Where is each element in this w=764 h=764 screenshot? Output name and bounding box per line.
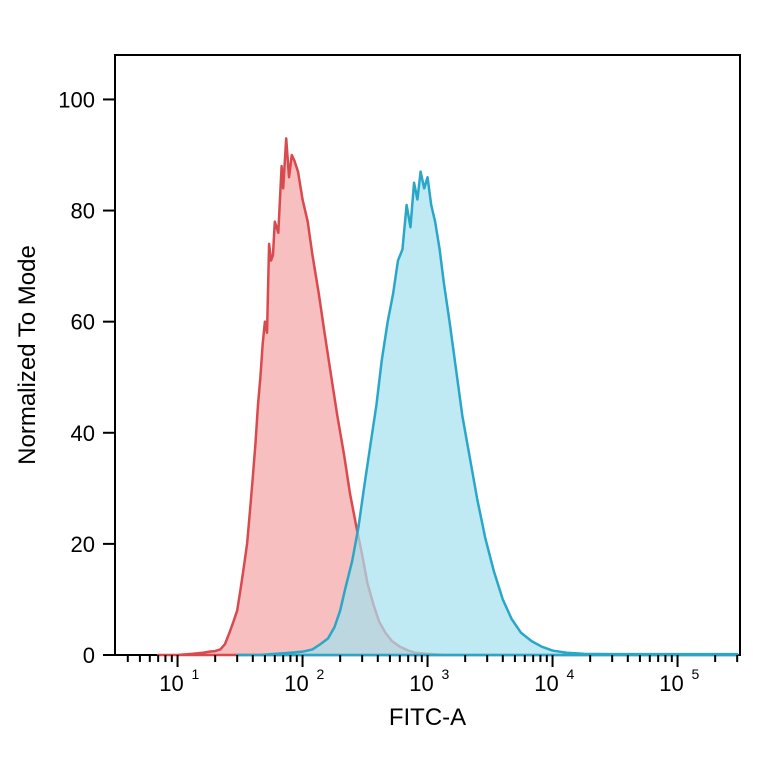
chart-svg: 10 1 10 2 10 3 10 4 10 5 0 20 40 60 80 100 FITC-A Norm…: [0, 0, 764, 764]
y-tick-label: 100: [58, 87, 95, 112]
y-axis-label: Normalized To Mode: [14, 245, 41, 465]
x-tick-exp: 5: [692, 666, 700, 682]
x-tick-label: 10: [284, 671, 308, 696]
x-tick-exp: 4: [567, 666, 575, 682]
series-group: [158, 138, 737, 655]
y-tick-label: 0: [83, 643, 95, 668]
x-axis-label: FITC-A: [389, 704, 466, 731]
y-tick-label: 80: [71, 199, 95, 224]
x-tick-label: 10: [159, 671, 183, 696]
x-tick-label: 10: [409, 671, 433, 696]
y-tick-label: 40: [71, 421, 95, 446]
x-tick-label: 10: [659, 671, 683, 696]
x-tick-label: 10: [534, 671, 558, 696]
x-tick-exp: 2: [317, 666, 325, 682]
x-axis-ticks: 10 1 10 2 10 3 10 4 10 5: [128, 655, 737, 696]
x-tick-exp: 1: [192, 666, 200, 682]
y-tick-label: 20: [71, 532, 95, 557]
x-tick-exp: 3: [442, 666, 450, 682]
flow-cytometry-histogram: 10 1 10 2 10 3 10 4 10 5 0 20 40 60 80 100 FITC-A Norm…: [0, 0, 764, 764]
y-tick-label: 60: [71, 310, 95, 335]
y-axis-ticks: 0 20 40 60 80 100: [58, 87, 115, 668]
